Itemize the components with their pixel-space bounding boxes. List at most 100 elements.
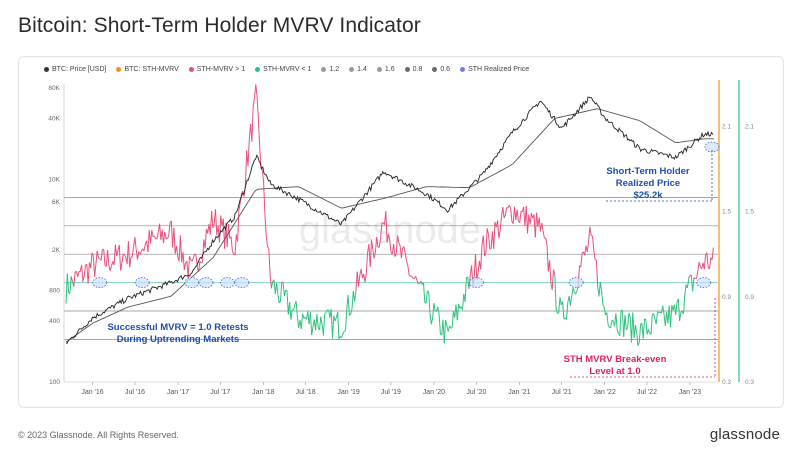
- mvrv-segment: [499, 216, 502, 231]
- mvrv-segment: [432, 303, 435, 319]
- mvrv-segment: [488, 234, 491, 250]
- mvrv-segment: [554, 274, 557, 309]
- mvrv-segment: [503, 214, 506, 219]
- mvrv-segment: [692, 277, 695, 292]
- mvrv-segment: [538, 217, 541, 232]
- mvrv-segment: [147, 230, 150, 253]
- mvrv-segment: [113, 244, 116, 266]
- y-left-tick-label: 80K: [48, 85, 60, 92]
- mvrv-segment: [309, 312, 313, 336]
- mvrv-series: [65, 84, 714, 346]
- mvrv-segment: [96, 250, 99, 258]
- mvrv-segment: [81, 264, 84, 282]
- mvrv-segment: [430, 317, 434, 325]
- mvrv-segment: [527, 214, 530, 234]
- y-right-tick-label: 0.3: [722, 379, 731, 386]
- mvrv-segment: [601, 291, 604, 305]
- mvrv-segment: [670, 305, 673, 328]
- mvrv-segment: [675, 302, 678, 315]
- mvrv-segment: [445, 319, 448, 326]
- mvrv-segment: [437, 306, 440, 315]
- mvrv-segment: [546, 245, 549, 272]
- mvrv-segment: [644, 318, 647, 320]
- mvrv-segment: [606, 312, 609, 325]
- mvrv-segment: [238, 202, 241, 211]
- mvrv-segment: [633, 325, 636, 339]
- mvrv-segment: [398, 242, 401, 246]
- legend-item[interactable]: BTC: STH-MVRV: [116, 66, 179, 73]
- legend-label: STH Realized Price: [468, 66, 530, 73]
- retest-marker: [134, 277, 150, 289]
- legend-swatch: [376, 67, 382, 72]
- mvrv-segment: [228, 224, 231, 239]
- mvrv-segment: [257, 119, 261, 147]
- mvrv-segment: [360, 269, 363, 278]
- legend-item[interactable]: 1.2: [321, 66, 339, 73]
- mvrv-segment: [358, 275, 361, 287]
- x-tick-label: Jul '17: [210, 389, 230, 396]
- legend-item[interactable]: 1.4: [349, 66, 367, 73]
- mvrv-segment: [320, 316, 323, 325]
- mvrv-segment: [677, 298, 681, 321]
- mvrv-segment: [477, 260, 480, 273]
- mvrv-segment: [164, 231, 167, 239]
- mvrv-segment: [209, 211, 213, 235]
- retest-marker: [568, 277, 584, 289]
- mvrv-segment: [683, 294, 686, 315]
- x-tick-label: Jan '23: [679, 389, 701, 396]
- mvrv-segment: [129, 256, 132, 268]
- legend-item[interactable]: BTC: Price [USD]: [44, 66, 106, 73]
- legend-item[interactable]: STH Realized Price: [460, 66, 529, 73]
- mvrv-segment: [137, 251, 140, 260]
- mvrv-segment: [458, 303, 461, 309]
- retest-marker: [198, 277, 214, 289]
- mvrv-segment: [252, 97, 255, 107]
- y-left-tick-label: 2K: [52, 247, 61, 254]
- legend-label: 1.2: [329, 66, 340, 73]
- mvrv-segment: [179, 235, 183, 263]
- mvrv-segment: [260, 168, 263, 171]
- legend-swatch: [116, 67, 122, 72]
- mvrv-segment: [120, 263, 123, 271]
- mvrv-segment: [655, 311, 658, 325]
- y-left-tick-label: 6K: [52, 199, 61, 206]
- mvrv-segment: [451, 311, 454, 328]
- x-tick-label: Jan '21: [508, 389, 530, 396]
- mvrv-segment: [202, 239, 205, 263]
- mvrv-segment: [603, 307, 606, 316]
- mvrv-segment: [290, 310, 293, 320]
- x-tick-label: Jul '16: [125, 389, 145, 396]
- y-left-tick-label: 400: [49, 318, 60, 325]
- mvrv-segment: [215, 209, 218, 236]
- mvrv-segment: [350, 308, 353, 315]
- legend-item[interactable]: 0.8: [404, 66, 422, 73]
- y-right-tick-label: 0.9: [722, 294, 731, 301]
- mvrv-segment: [150, 230, 153, 244]
- mvrv-segment: [449, 325, 452, 329]
- mvrv-segment: [251, 106, 254, 142]
- mvrv-segment: [100, 249, 103, 261]
- legend-item[interactable]: STH-MVRV > 1: [188, 66, 245, 73]
- mvrv-segment: [420, 280, 423, 285]
- retest-marker: [184, 277, 200, 289]
- legend-item[interactable]: 0.6: [432, 66, 450, 73]
- mvrv-segment: [610, 319, 613, 328]
- mvrv-segment: [316, 314, 319, 328]
- mvrv-segment: [77, 271, 80, 277]
- mvrv-segment: [276, 283, 279, 295]
- axes: 100 400 800 2K 6K 10K 40K 80K 2.1 1.5 0.9 0.3 2.1 1.5…: [48, 80, 754, 396]
- mvrv-segment: [268, 248, 271, 276]
- mvrv-segment: [504, 207, 508, 216]
- legend-item[interactable]: 1.6: [376, 66, 395, 73]
- mvrv-segment: [497, 220, 500, 239]
- mvrv-segment: [134, 237, 137, 250]
- mvrv-segment: [341, 333, 344, 338]
- mvrv-segment: [302, 313, 305, 319]
- mvrv-segment: [114, 244, 118, 257]
- y-left-tick-label: 10K: [48, 176, 60, 183]
- mvrv-segment: [393, 244, 396, 257]
- mvrv-segment: [319, 316, 322, 330]
- legend-item[interactable]: STH-MVRV < 1: [255, 66, 311, 73]
- mvrv-segment: [510, 207, 513, 222]
- mvrv-segment: [406, 260, 409, 267]
